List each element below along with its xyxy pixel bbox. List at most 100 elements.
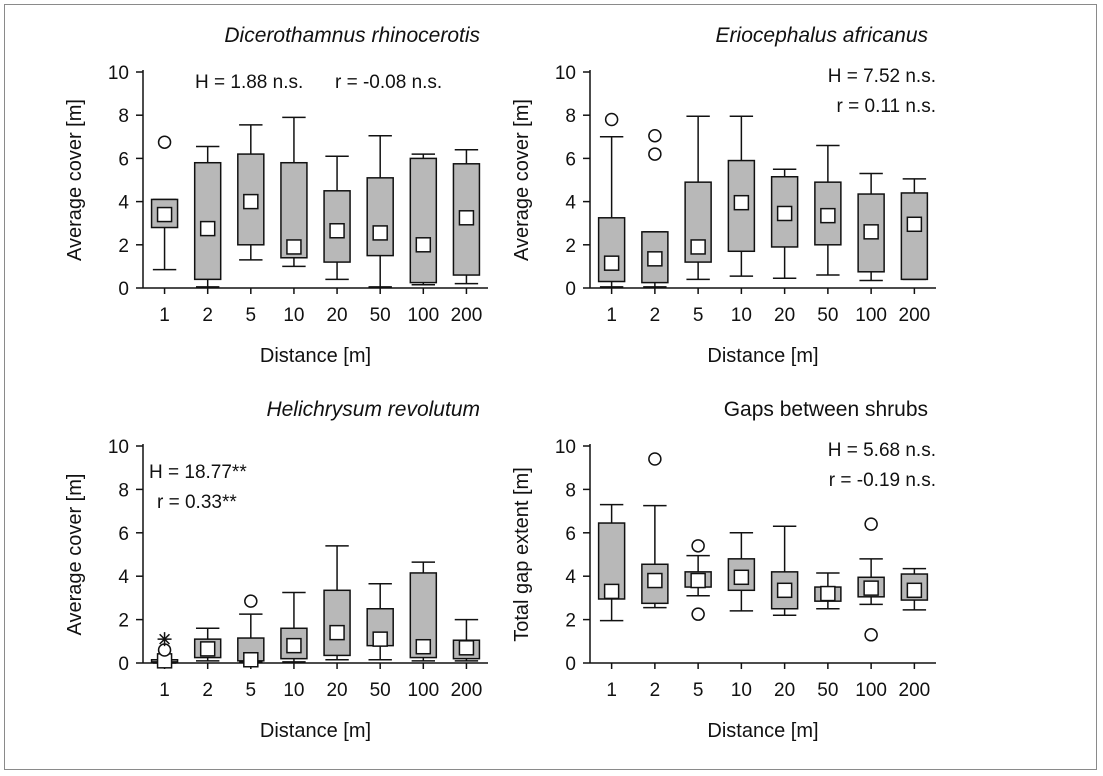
x-tick-label: 50 (817, 305, 838, 326)
figure-frame (4, 4, 1097, 770)
y-tick-label: 6 (565, 524, 576, 545)
median-marker (863, 224, 879, 240)
x-tick-label: 5 (246, 305, 257, 326)
y-tick-label: 10 (555, 437, 576, 458)
median-marker (906, 216, 923, 233)
stat-r: r = 0.11 n.s. (837, 96, 936, 117)
median-marker (286, 637, 302, 654)
median-marker (820, 207, 836, 224)
stat-r: r = -0.19 n.s. (829, 470, 936, 491)
x-tick-label: 100 (855, 305, 887, 326)
x-tick-label: 100 (407, 680, 439, 701)
x-tick-label: 1 (159, 305, 170, 326)
y-tick-label: 0 (565, 654, 576, 675)
y-tick-label: 8 (565, 106, 576, 127)
stat-h: H = 7.52 n.s. (828, 66, 936, 87)
outlier-marker (648, 452, 662, 466)
outlier-marker (864, 628, 878, 642)
outlier-marker (864, 517, 878, 531)
x-tick-label: 100 (855, 680, 887, 701)
y-tick-label: 0 (118, 279, 129, 300)
outlier-marker (691, 539, 705, 553)
median-marker (458, 640, 475, 656)
y-tick-label: 6 (565, 149, 576, 170)
x-tick-label: 10 (731, 680, 752, 701)
y-tick-label: 2 (565, 611, 576, 632)
x-tick-label: 50 (817, 680, 838, 701)
x-tick-label: 10 (283, 305, 304, 326)
x-tick-label: 2 (650, 680, 661, 701)
y-tick-label: 2 (565, 236, 576, 257)
x-tick-label: 5 (246, 680, 257, 701)
x-tick-label: 1 (606, 680, 617, 701)
median-marker (458, 210, 475, 226)
x-tick-label: 5 (693, 305, 704, 326)
x-axis-label: Distance [m] (260, 720, 371, 742)
y-tick-label: 4 (118, 567, 129, 588)
median-marker (156, 206, 173, 223)
median-marker (820, 585, 836, 602)
box (597, 217, 626, 283)
x-tick-label: 1 (606, 305, 617, 326)
x-tick-label: 200 (899, 305, 931, 326)
box (366, 177, 394, 257)
x-tick-label: 200 (451, 680, 483, 701)
median-marker (372, 631, 388, 647)
x-tick-label: 10 (283, 680, 304, 701)
stat-r: r = 0.33** (157, 492, 237, 513)
box (323, 190, 351, 263)
y-tick-label: 10 (555, 63, 576, 84)
x-tick-label: 100 (407, 305, 439, 326)
median-marker (863, 580, 879, 596)
x-axis-label: Distance [m] (707, 345, 818, 367)
y-tick-label: 10 (108, 63, 129, 84)
median-marker (647, 572, 663, 589)
median-marker (372, 225, 388, 241)
outlier-marker (244, 594, 258, 608)
x-axis-label: Distance [m] (707, 720, 818, 742)
x-axis-label: Distance [m] (260, 345, 371, 367)
outlier-marker (691, 607, 705, 621)
outlier-marker (604, 112, 619, 127)
y-axis-label: Average cover [m] (64, 474, 86, 636)
x-tick-label: 10 (731, 305, 752, 326)
x-tick-label: 2 (202, 680, 213, 701)
y-tick-label: 6 (118, 524, 129, 545)
y-tick-label: 0 (565, 279, 576, 300)
outlier-marker (157, 135, 172, 149)
y-tick-label: 6 (118, 149, 129, 170)
stat-h: H = 1.88 n.s. (195, 72, 303, 93)
x-tick-label: 20 (326, 305, 347, 326)
y-tick-label: 4 (118, 193, 129, 214)
median-marker (329, 223, 345, 239)
x-tick-label: 2 (202, 305, 213, 326)
x-tick-label: 2 (650, 305, 661, 326)
outlier-marker (648, 128, 662, 143)
x-tick-label: 50 (370, 680, 391, 701)
x-tick-label: 20 (326, 680, 347, 701)
median-marker (776, 205, 793, 222)
median-marker (733, 194, 750, 211)
y-axis-label: Total gap extent [m] (511, 467, 533, 642)
panel-title: Eriocephalus africanus (716, 24, 929, 47)
x-tick-label: 200 (451, 305, 483, 326)
x-tick-label: 20 (774, 680, 795, 701)
median-marker (690, 572, 706, 589)
y-tick-label: 8 (565, 480, 576, 501)
stat-h: H = 18.77** (149, 462, 247, 483)
y-tick-label: 4 (565, 567, 576, 588)
median-marker (776, 582, 793, 599)
panel-title: Dicerothamnus rhinocerotis (224, 24, 480, 47)
stat-r: r = -0.08 n.s. (335, 72, 442, 93)
median-marker (647, 251, 663, 267)
y-axis-label: Average cover [m] (511, 99, 533, 261)
x-tick-label: 1 (159, 680, 170, 701)
stat-h: H = 5.68 n.s. (828, 440, 936, 461)
panel-title: Gaps between shrubs (724, 398, 928, 421)
box (280, 161, 308, 259)
median-marker (733, 569, 750, 586)
x-tick-label: 20 (774, 305, 795, 326)
y-tick-label: 10 (108, 437, 129, 458)
